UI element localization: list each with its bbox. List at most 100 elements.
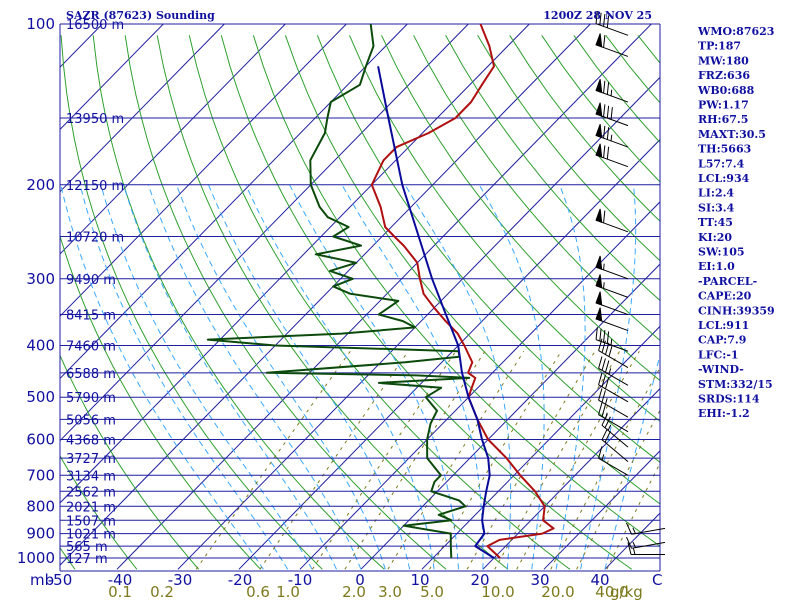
- temperature-tick-label: 0: [355, 571, 365, 589]
- wind-barb: [626, 536, 666, 549]
- moist-adiabat-line: [176, 184, 386, 570]
- temperature-tick-label: 10: [410, 571, 429, 589]
- x-unit-label: C: [652, 571, 662, 589]
- sounding-index: MAXT:30.5: [698, 128, 766, 141]
- height-label: 8415 m: [66, 309, 116, 324]
- dry-adiabat-line: [60, 234, 261, 570]
- sounding-index: MW:180: [698, 54, 749, 67]
- height-label: 9490 m: [66, 273, 116, 288]
- sounding-index: TP:187: [698, 40, 741, 53]
- moist-adiabat-line: [245, 184, 435, 570]
- height-label: 5056 m: [66, 413, 116, 428]
- mixing-ratio-label: 5.0: [420, 583, 444, 600]
- mixing-ratio-line: [387, 350, 525, 570]
- temperature-tick-label: -40: [108, 571, 133, 589]
- moist-adiabat-line: [79, 184, 289, 570]
- sounding-index: FRZ:636: [698, 69, 750, 82]
- wind-barb: [598, 446, 629, 476]
- dry-adiabat-line: [220, 35, 632, 570]
- sounding-index: KI:20: [698, 231, 732, 244]
- mixing-ratio-label: 1.0: [276, 583, 300, 600]
- sounding-index: PW:1.17: [698, 99, 749, 112]
- parcel-trace-line: [377, 66, 495, 559]
- sounding-index: TH:5663: [698, 143, 751, 156]
- wind-barb: [626, 522, 666, 535]
- mixing-ratio-label: 20.0: [541, 583, 574, 600]
- wind-barb: [598, 338, 629, 369]
- wind-barb: [598, 356, 629, 386]
- sounding-index: SW:105: [698, 246, 745, 259]
- mixing-ratio-line: [466, 350, 596, 570]
- y-unit-label: mb: [30, 571, 54, 589]
- sounding-index: TT:45: [698, 216, 733, 229]
- temperature-tick-label: -50: [48, 571, 73, 589]
- sounding-profiles: [206, 24, 555, 559]
- moist-adiabat-line: [208, 184, 411, 570]
- moist-adiabat-line: [555, 184, 586, 570]
- sounding-index: LFC:-1: [698, 348, 739, 361]
- wind-barb: [595, 291, 629, 316]
- temperature-tick-label: -20: [228, 571, 253, 589]
- wind-barb: [595, 33, 629, 57]
- height-label: 2021 m: [66, 500, 116, 515]
- pressure-tick-label: 100: [26, 15, 55, 33]
- moist-adiabat-line: [580, 184, 637, 570]
- dry-adiabat-line: [477, 35, 660, 262]
- mixing-ratio-line: [429, 350, 562, 570]
- mixing-ratio-label: 0.2: [150, 583, 174, 600]
- sounding-index: SRDS:114: [698, 393, 760, 406]
- height-label: 127 m: [66, 552, 108, 567]
- isotherm-line: [116, 24, 652, 570]
- moist-adiabat-line: [478, 184, 545, 570]
- chart-subtitle: 1200Z 28 NOV 25: [543, 9, 652, 22]
- wind-barb: [595, 143, 629, 168]
- height-label: 565 m: [66, 540, 108, 555]
- mixing-ratio-line: [494, 350, 621, 570]
- pressure-tick-label: 700: [26, 466, 55, 484]
- wind-barb: [601, 428, 629, 463]
- isotherm-line: [238, 138, 660, 570]
- height-label: 12150 m: [66, 179, 124, 194]
- mixing-ratio-label: 2.0: [342, 583, 366, 600]
- chart-title: SAZR (87623) Sounding: [66, 9, 215, 22]
- dry-adiabat-line: [284, 35, 660, 505]
- pressure-tick-label: 400: [26, 337, 55, 355]
- dry-adiabat-line: [60, 354, 200, 570]
- moist-adiabat-line: [289, 184, 459, 570]
- sounding-index: L57:7.4: [698, 157, 745, 170]
- mixing-ratio-label: 40.0: [595, 583, 628, 600]
- sounding-index: SI:3.4: [698, 201, 735, 214]
- sounding-index: EHI:-1.2: [698, 407, 750, 420]
- wind-barb: [595, 208, 629, 233]
- sounding-index: EI:1.0: [698, 260, 735, 273]
- dry-adiabat-line: [381, 35, 660, 382]
- dry-adiabat-line: [349, 35, 660, 422]
- sounding-index: CAP:7.9: [698, 334, 746, 347]
- pressure-tick-label: 900: [26, 525, 55, 543]
- moist-adiabat-line: [122, 184, 337, 570]
- wind-barb: [595, 327, 629, 352]
- isotherm-line: [60, 24, 408, 380]
- temperature-tick-label: -30: [168, 571, 193, 589]
- isotherm-line: [60, 24, 286, 255]
- isotherm-line: [60, 24, 164, 131]
- dry-adiabat-line: [413, 35, 660, 342]
- moist-adiabat-line: [404, 184, 512, 570]
- mixing-ratio-label: 0.6: [246, 583, 270, 600]
- wind-barb: [595, 274, 629, 298]
- sounding-index: STM:332/15: [698, 378, 773, 391]
- height-label: 1021 m: [66, 528, 116, 543]
- pressure-tick-label: 800: [26, 497, 55, 515]
- mixing-ratio-label: 0.1: [108, 583, 132, 600]
- mixing-ratio-line: [195, 350, 351, 570]
- moist-adiabat-line: [100, 184, 313, 570]
- isotherm-line: [60, 24, 591, 566]
- height-label: 5790 m: [66, 391, 116, 406]
- isotherm-line: [60, 24, 469, 442]
- sounding-index: WMO:87623: [697, 25, 774, 38]
- dry-adiabat-line: [60, 35, 323, 570]
